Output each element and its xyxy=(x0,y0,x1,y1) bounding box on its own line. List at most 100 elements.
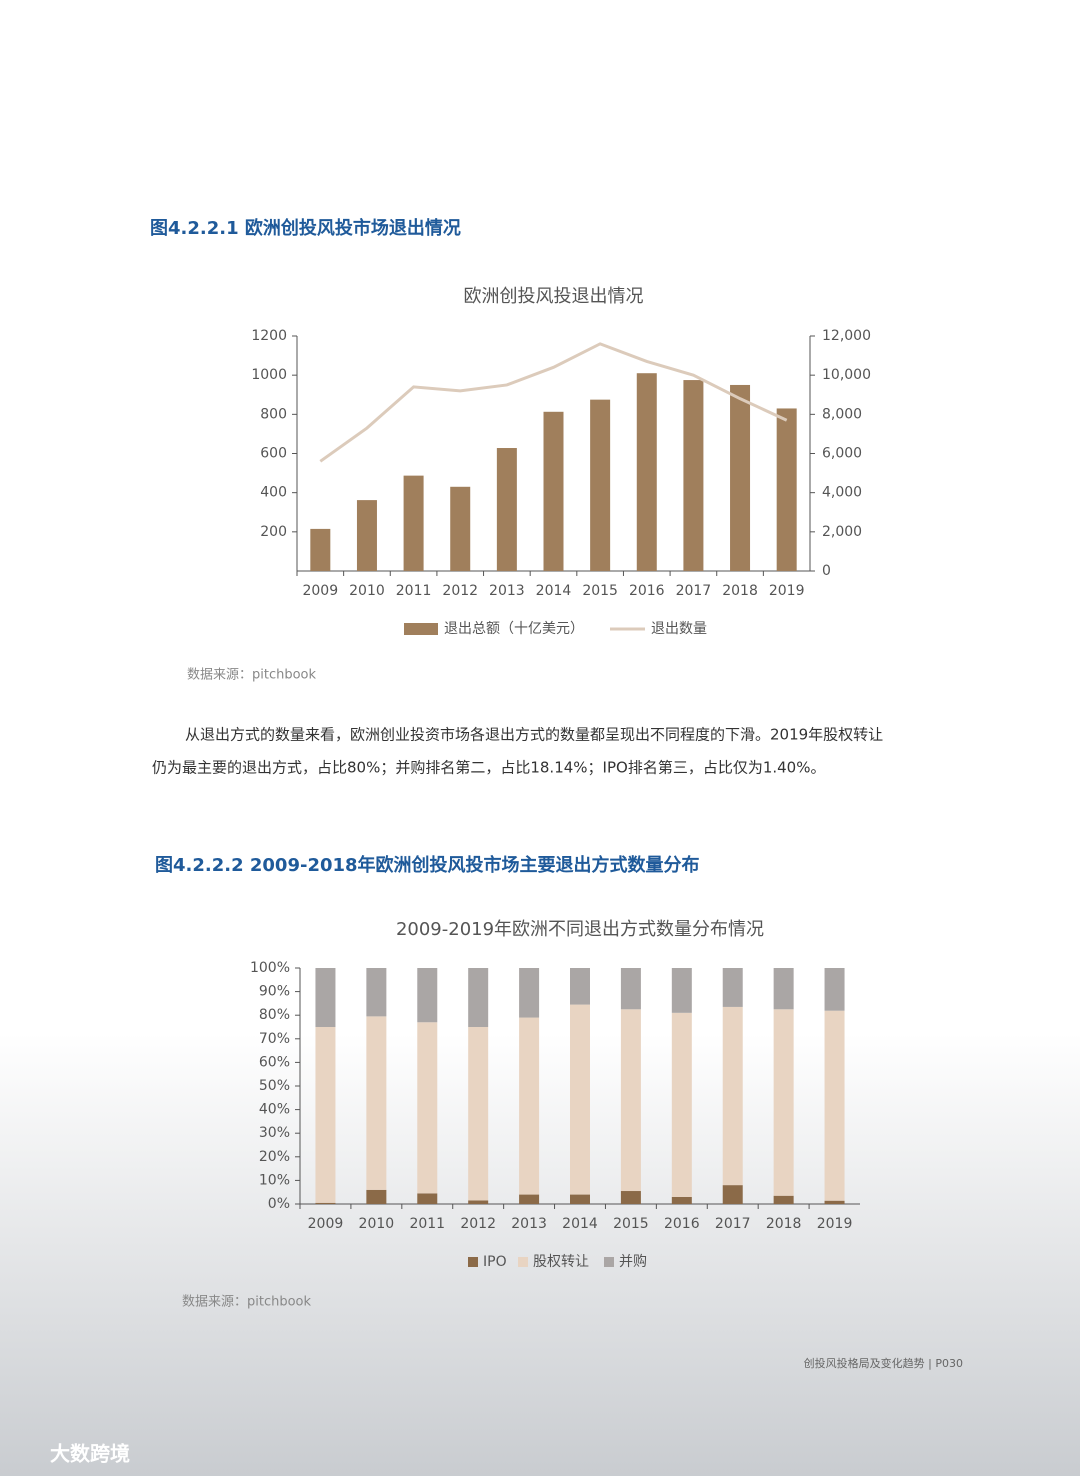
x-tick-label: 2017 xyxy=(676,583,712,599)
legend-marker xyxy=(468,1257,478,1267)
bar xyxy=(620,1009,641,1192)
watermark: 大数跨境 xyxy=(50,1442,130,1466)
x-tick-label: 2019 xyxy=(817,1216,853,1232)
x-tick-label: 2016 xyxy=(629,583,665,599)
bar xyxy=(366,1016,387,1190)
bar xyxy=(570,1194,590,1204)
figure-title: 图4.2.2.1 欧洲创投风投市场退出情况 xyxy=(150,217,461,239)
y-tick-label: 60% xyxy=(259,1054,290,1070)
y2-tick-label: 10,000 xyxy=(822,367,871,383)
bar xyxy=(671,1012,692,1197)
legend-label: 股权转让 xyxy=(533,1254,589,1270)
y-tick-label: 800 xyxy=(260,406,287,422)
y2-tick-label: 8,000 xyxy=(822,406,862,422)
chart-title: 欧洲创投风投退出情况 xyxy=(464,286,644,307)
bar xyxy=(570,968,590,1005)
y2-tick-label: 0 xyxy=(822,563,831,579)
bar xyxy=(310,528,331,571)
x-tick-label: 2011 xyxy=(396,583,432,599)
legend-label: 退出总额（十亿美元） xyxy=(444,621,584,637)
y-tick-label: 1000 xyxy=(251,367,287,383)
bar xyxy=(315,1027,336,1203)
x-tick-label: 2014 xyxy=(536,583,572,599)
x-tick-label: 2015 xyxy=(613,1216,649,1232)
bar xyxy=(543,411,564,571)
y2-tick-label: 4,000 xyxy=(822,485,862,501)
bar xyxy=(683,380,704,571)
y-tick-label: 20% xyxy=(259,1149,290,1165)
bar xyxy=(417,1022,438,1194)
bar xyxy=(570,1004,590,1195)
bar xyxy=(519,1194,540,1204)
bar xyxy=(403,475,424,571)
bar xyxy=(824,1010,845,1201)
x-tick-label: 2019 xyxy=(769,583,805,599)
paragraph-line: 从退出方式的数量来看，欧洲创业投资市场各退出方式的数量都呈现出不同程度的下滑。2… xyxy=(185,726,883,744)
bar xyxy=(315,968,336,1027)
x-tick-label: 2012 xyxy=(460,1216,496,1232)
x-tick-label: 2009 xyxy=(308,1216,344,1232)
x-tick-label: 2010 xyxy=(349,583,385,599)
bar xyxy=(496,448,517,571)
y-tick-label: 200 xyxy=(260,524,287,540)
bar xyxy=(636,373,657,571)
bar xyxy=(590,399,611,571)
x-tick-label: 2016 xyxy=(664,1216,700,1232)
y2-tick-label: 6,000 xyxy=(822,446,862,462)
x-tick-label: 2015 xyxy=(582,583,618,599)
legend-marker xyxy=(518,1257,528,1267)
line xyxy=(319,342,788,463)
legend-label: 退出数量 xyxy=(651,621,707,637)
y-tick-label: 10% xyxy=(259,1172,290,1188)
x-tick-label: 2011 xyxy=(409,1216,445,1232)
bar xyxy=(730,384,751,571)
y-tick-label: 80% xyxy=(259,1007,290,1023)
footer: 创投风投格局及变化趋势 | P030 xyxy=(804,1356,963,1370)
bar xyxy=(671,1196,692,1204)
figure-title: 图4.2.2.2 2009-2018年欧洲创投风投市场主要退出方式数量分布 xyxy=(155,854,700,876)
bar xyxy=(722,968,743,1007)
bar xyxy=(519,1017,540,1195)
bar xyxy=(417,968,438,1023)
y-tick-label: 0% xyxy=(268,1196,290,1212)
bar xyxy=(620,1191,641,1204)
y-tick-label: 1200 xyxy=(251,328,287,344)
bar xyxy=(468,1027,489,1201)
x-tick-label: 2013 xyxy=(489,583,525,599)
legend-label: IPO xyxy=(483,1254,507,1270)
x-tick-label: 2017 xyxy=(715,1216,751,1232)
bar xyxy=(417,1193,438,1204)
paragraph-line: 仍为最主要的退出方式，占比80%；并购排名第二，占比18.14%；IPO排名第三… xyxy=(152,759,825,777)
y-tick-label: 90% xyxy=(259,984,290,1000)
bar xyxy=(776,408,797,571)
x-tick-label: 2018 xyxy=(722,583,758,599)
bar xyxy=(773,1009,794,1196)
bar xyxy=(824,968,845,1011)
bar xyxy=(366,1189,387,1204)
x-tick-label: 2013 xyxy=(511,1216,547,1232)
y-tick-label: 50% xyxy=(259,1078,290,1094)
x-tick-label: 2010 xyxy=(359,1216,395,1232)
legend-marker xyxy=(604,1257,614,1267)
bar xyxy=(722,1006,743,1186)
bar xyxy=(824,1200,845,1204)
chart-title: 2009-2019年欧洲不同退出方式数量分布情况 xyxy=(396,919,764,940)
y-tick-label: 400 xyxy=(260,485,287,501)
legend-label: 并购 xyxy=(619,1254,647,1270)
bar xyxy=(468,1200,489,1204)
bar xyxy=(519,968,540,1018)
bar xyxy=(366,968,387,1017)
bar xyxy=(468,968,489,1027)
x-tick-label: 2018 xyxy=(766,1216,802,1232)
bar xyxy=(671,968,692,1013)
y2-tick-label: 2,000 xyxy=(822,524,862,540)
x-tick-label: 2009 xyxy=(302,583,338,599)
y2-tick-label: 12,000 xyxy=(822,328,871,344)
y-tick-label: 70% xyxy=(259,1031,290,1047)
source: 数据来源：pitchbook xyxy=(182,1295,312,1310)
legend-marker xyxy=(404,623,438,635)
bar xyxy=(450,486,471,571)
bar xyxy=(722,1185,743,1204)
